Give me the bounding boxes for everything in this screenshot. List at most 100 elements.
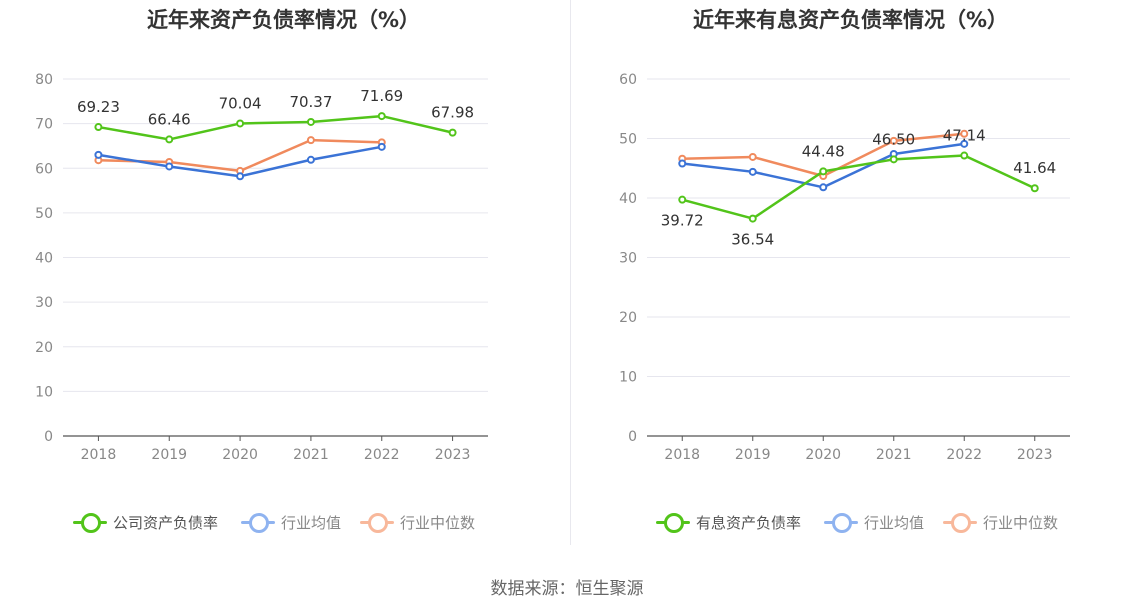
data-label: 66.46 bbox=[148, 110, 191, 128]
legend: 有息资产负债率 行业均值 行业中位数 bbox=[567, 510, 1134, 534]
data-source: 数据来源：恒生聚源 bbox=[490, 579, 644, 599]
data-point[interactable] bbox=[889, 155, 898, 164]
x-tick-label: 2023 bbox=[435, 447, 471, 463]
series-average bbox=[678, 139, 969, 192]
legend-line-icon bbox=[824, 511, 858, 533]
legend-label: 公司资产负债率 bbox=[113, 513, 219, 532]
y-tick-label: 50 bbox=[619, 132, 637, 148]
series-average bbox=[94, 142, 386, 181]
data-point[interactable] bbox=[889, 136, 898, 145]
legend: 公司资产负债率 行业均值 行业中位数 bbox=[0, 510, 567, 534]
legend-item-company[interactable]: 公司资产负债率 bbox=[73, 510, 218, 534]
data-point[interactable] bbox=[94, 123, 103, 132]
x-tick-label: 2018 bbox=[664, 447, 700, 463]
y-tick-label: 60 bbox=[35, 161, 53, 177]
data-point[interactable] bbox=[306, 155, 315, 164]
y-tick-label: 30 bbox=[619, 251, 637, 267]
chart-panel-debt-ratio: 近年来资产负债率情况（%） 0 10 20 30 40 50 60 70 80 2018 2019 2… bbox=[0, 0, 567, 560]
x-tick-label: 2022 bbox=[364, 447, 400, 463]
legend-item-median[interactable]: 行业中位数 bbox=[360, 510, 475, 534]
series-line bbox=[681, 154, 1036, 220]
data-point[interactable] bbox=[377, 142, 386, 151]
x-tick-label: 2022 bbox=[946, 447, 982, 463]
data-label: 36.54 bbox=[731, 231, 774, 249]
legend-label: 行业均值 bbox=[281, 513, 342, 532]
y-tick-label: 0 bbox=[628, 429, 637, 445]
x-tick-label: 2021 bbox=[876, 447, 912, 463]
x-tick-label: 2019 bbox=[151, 447, 187, 463]
data-label: 39.72 bbox=[661, 212, 704, 230]
data-point[interactable] bbox=[165, 162, 174, 171]
data-point[interactable] bbox=[165, 135, 174, 144]
y-tick-label: 30 bbox=[35, 295, 53, 311]
series-company: 39.72 36.54 44.48 46.50 47.14 41.64 bbox=[661, 127, 1056, 249]
gridlines bbox=[647, 78, 1070, 377]
x-tick-label: 2021 bbox=[293, 447, 329, 463]
data-point[interactable] bbox=[748, 214, 757, 223]
chart-title: 近年来资产负债率情况（%） bbox=[146, 8, 421, 32]
data-point[interactable] bbox=[678, 159, 687, 168]
x-tick-label: 2023 bbox=[1017, 447, 1053, 463]
legend-item-company[interactable]: 有息资产负债率 bbox=[656, 510, 801, 534]
y-tick-label: 40 bbox=[619, 191, 637, 207]
y-tick-label: 60 bbox=[619, 72, 637, 88]
data-point[interactable] bbox=[819, 183, 828, 192]
y-tick-label: 10 bbox=[619, 370, 637, 386]
data-label: 67.98 bbox=[431, 104, 474, 122]
line-chart-debt-ratio: 0 10 20 30 40 50 60 70 80 2018 2019 2020 2021 2022 202… bbox=[35, 72, 488, 463]
data-label: 46.50 bbox=[872, 130, 915, 148]
legend-label: 行业中位数 bbox=[983, 513, 1059, 532]
y-tick-label: 50 bbox=[35, 206, 53, 222]
y-tick-label: 20 bbox=[619, 310, 637, 326]
y-tick-label: 40 bbox=[35, 251, 53, 267]
chart-panel-interest-debt-ratio: 近年来有息资产负债率情况（%） 0 10 20 30 40 50 60 2018 2019 202… bbox=[567, 0, 1134, 560]
line-chart-interest-debt-ratio: 0 10 20 30 40 50 60 2018 2019 2020 2021 2022 2023 39.… bbox=[619, 72, 1070, 463]
legend-item-average[interactable]: 行业均值 bbox=[241, 510, 341, 534]
legend-label: 行业均值 bbox=[864, 513, 925, 532]
y-tick-label: 10 bbox=[35, 384, 53, 400]
legend-line-icon bbox=[943, 511, 977, 533]
series-company: 69.23 66.46 70.04 70.37 71.69 67.98 bbox=[77, 87, 474, 144]
data-point[interactable] bbox=[306, 117, 315, 126]
x-tick-label: 2019 bbox=[735, 447, 771, 463]
data-point[interactable] bbox=[748, 167, 757, 176]
data-point[interactable] bbox=[377, 112, 386, 121]
y-tick-label: 80 bbox=[35, 72, 53, 88]
legend-line-icon bbox=[73, 511, 107, 533]
data-label: 41.64 bbox=[1013, 159, 1056, 177]
data-point[interactable] bbox=[678, 195, 687, 204]
data-point[interactable] bbox=[448, 128, 457, 137]
legend-label: 行业中位数 bbox=[400, 513, 476, 532]
series-line bbox=[98, 114, 453, 141]
data-label: 69.23 bbox=[77, 98, 120, 116]
data-point[interactable] bbox=[236, 172, 245, 181]
data-label: 71.69 bbox=[360, 87, 403, 105]
data-label: 47.14 bbox=[943, 127, 986, 145]
x-tick-label: 2018 bbox=[81, 447, 117, 463]
data-label: 70.04 bbox=[219, 94, 262, 112]
y-tick-label: 20 bbox=[35, 340, 53, 356]
legend-line-icon bbox=[241, 511, 275, 533]
data-point[interactable] bbox=[94, 150, 103, 159]
data-point[interactable] bbox=[748, 152, 757, 161]
legend-label: 有息资产负债率 bbox=[696, 513, 802, 532]
legend-line-icon bbox=[656, 511, 690, 533]
x-tick-label: 2020 bbox=[222, 447, 258, 463]
y-tick-label: 0 bbox=[44, 429, 53, 445]
data-point[interactable] bbox=[236, 119, 245, 128]
data-label: 70.37 bbox=[289, 93, 332, 111]
data-point[interactable] bbox=[819, 167, 828, 176]
panel-divider bbox=[570, 0, 571, 545]
data-point[interactable] bbox=[960, 151, 969, 160]
data-point[interactable] bbox=[1030, 184, 1039, 193]
y-tick-label: 70 bbox=[35, 117, 53, 133]
chart-title: 近年来有息资产负债率情况（%） bbox=[692, 8, 1009, 32]
legend-item-average[interactable]: 行业均值 bbox=[824, 510, 924, 534]
data-point[interactable] bbox=[306, 136, 315, 145]
legend-line-icon bbox=[360, 511, 394, 533]
data-point[interactable] bbox=[960, 139, 969, 148]
data-point[interactable] bbox=[960, 129, 969, 138]
x-tick-label: 2020 bbox=[805, 447, 841, 463]
legend-item-median[interactable]: 行业中位数 bbox=[943, 510, 1058, 534]
data-label: 44.48 bbox=[802, 142, 845, 160]
